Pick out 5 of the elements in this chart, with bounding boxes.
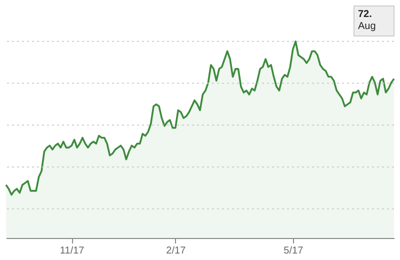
x-tick-label: 11/17 — [60, 246, 85, 256]
x-tick-label: 5/17 — [284, 246, 304, 256]
text: 72. — [358, 9, 372, 20]
x-tick-label: 2/17 — [166, 246, 186, 256]
text: Aug — [358, 21, 376, 32]
